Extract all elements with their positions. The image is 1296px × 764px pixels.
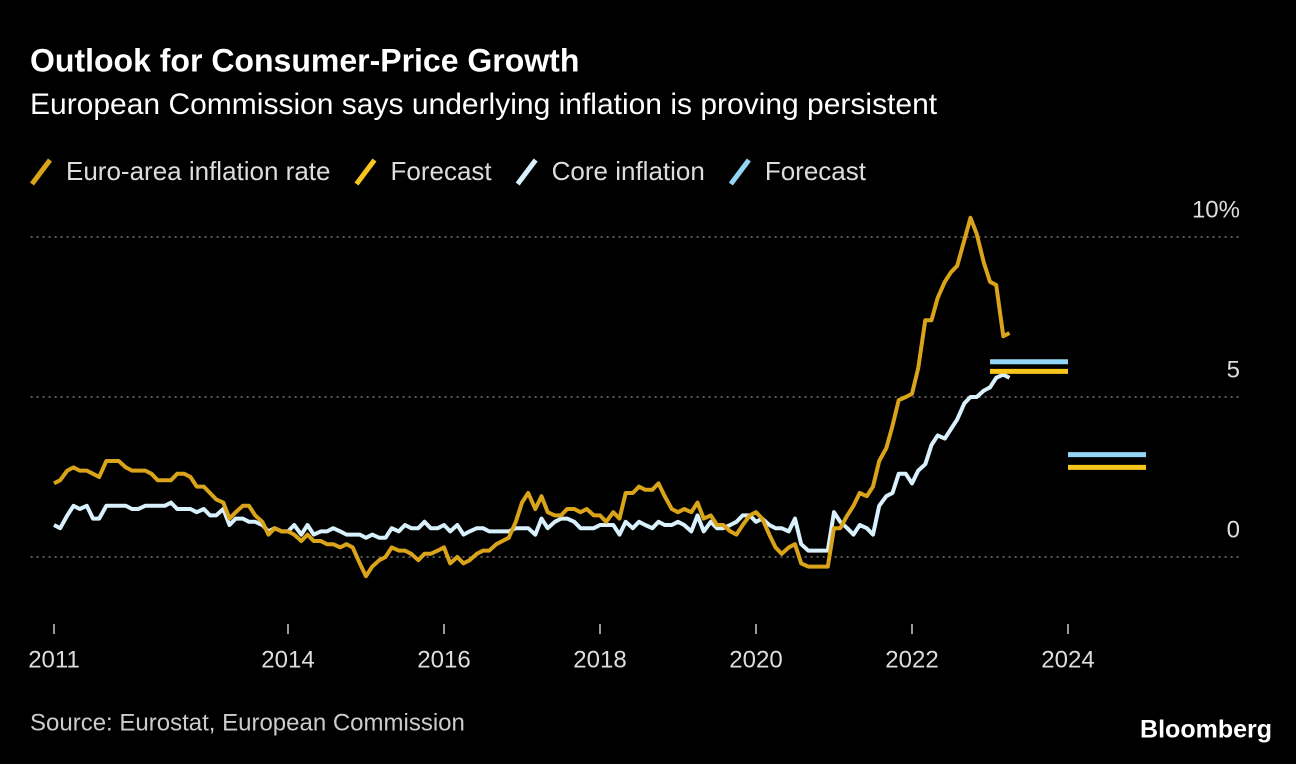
x-tick-label: 2020 — [729, 646, 782, 673]
legend-label: Forecast — [390, 156, 492, 186]
y-tick-label: 5 — [1227, 356, 1240, 383]
x-tick-label: 2022 — [885, 646, 938, 673]
legend-label: Core inflation — [552, 156, 705, 186]
chart-title: Outlook for Consumer-Price Growth — [30, 42, 579, 78]
series-line — [53, 372, 1011, 553]
legend-label: Euro-area inflation rate — [66, 156, 330, 186]
legend-swatch — [30, 158, 52, 186]
x-tick-label: 2016 — [417, 646, 470, 673]
legend-swatch — [515, 158, 538, 186]
legend-swatch — [728, 158, 751, 186]
y-tick-label: 10% — [1192, 196, 1240, 223]
brand: Bloomberg — [1140, 716, 1272, 744]
chart-subtitle: European Commission says underlying infl… — [30, 88, 938, 121]
x-tick-label: 2024 — [1041, 646, 1094, 673]
source-note: Source: Eurostat, European Commission — [30, 709, 465, 736]
x-tick-label: 2018 — [573, 646, 626, 673]
x-tick-label: 2014 — [261, 646, 314, 673]
legend-label: Forecast — [765, 156, 867, 186]
x-tick-label: 2011 — [28, 646, 80, 673]
series-line — [53, 215, 1011, 579]
y-tick-label: 0 — [1227, 516, 1240, 543]
legend-swatch — [354, 158, 377, 186]
